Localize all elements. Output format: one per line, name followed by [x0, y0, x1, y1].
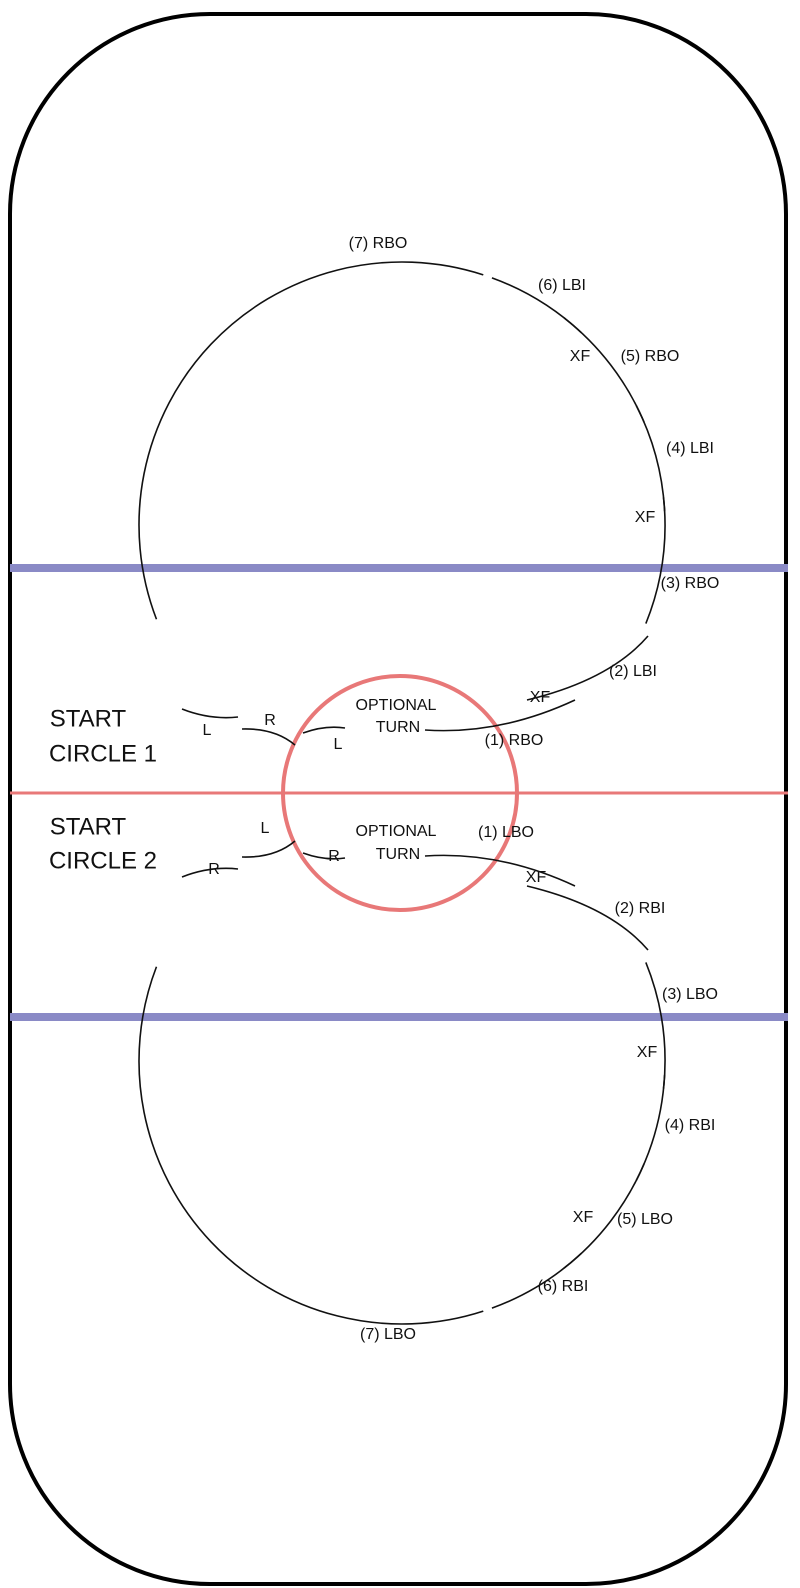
edge-label: XF	[570, 348, 591, 365]
edge-label: (5) LBO	[617, 1211, 673, 1228]
skating-edge	[138, 261, 484, 620]
center-circle	[281, 674, 519, 912]
start-label: CIRCLE 2	[49, 847, 157, 874]
edge-label: (6) RBI	[538, 1278, 589, 1295]
circle-1-edges	[138, 261, 666, 746]
skating-edge	[181, 867, 239, 878]
rink-boundary	[8, 12, 788, 1586]
skating-edge	[302, 852, 346, 860]
skating-edge	[241, 840, 296, 858]
circle-2-edges	[138, 840, 666, 1325]
skating-edge	[645, 962, 666, 1089]
edge-label: (6) LBI	[538, 277, 586, 294]
edge-label: XF	[635, 509, 656, 526]
skating-edge	[302, 726, 346, 734]
edge-label: (5) RBO	[621, 348, 680, 365]
skating-edge	[526, 635, 649, 701]
skating-edge	[645, 497, 666, 624]
skating-edge	[138, 966, 484, 1325]
start-label: START	[50, 705, 127, 732]
edge-label: R	[208, 861, 220, 878]
edge-label: (1) LBO	[478, 824, 534, 841]
edge-label: (4) RBI	[665, 1117, 716, 1134]
edge-label: (7) LBO	[360, 1326, 416, 1343]
edge-label: XF	[526, 869, 547, 886]
turn-label: OPTIONAL	[356, 823, 437, 840]
turn-label: TURN	[376, 719, 420, 736]
skating-edge	[424, 699, 576, 732]
skating-edge	[241, 728, 296, 746]
edge-label: R	[264, 712, 276, 729]
edge-label: (2) RBI	[615, 900, 666, 917]
turn-label: OPTIONAL	[356, 697, 437, 714]
start-label: CIRCLE 1	[49, 740, 157, 767]
turn-label: TURN	[376, 846, 420, 863]
edge-label: (1) RBO	[485, 732, 544, 749]
skating-edge	[635, 405, 666, 512]
edge-label: L	[261, 820, 270, 837]
skating-edge	[635, 1074, 666, 1181]
skating-edge	[526, 885, 649, 951]
edge-label: XF	[637, 1044, 658, 1061]
edge-label: XF	[530, 689, 551, 706]
edge-label: (2) LBI	[609, 663, 657, 680]
edge-label: (3) LBO	[662, 986, 718, 1003]
edge-label: (7) RBO	[349, 235, 408, 252]
skating-edge	[563, 317, 645, 423]
edge-label: R	[328, 848, 340, 865]
edge-label: (4) LBI	[666, 440, 714, 457]
edge-label: XF	[573, 1209, 594, 1226]
start-label: START	[50, 813, 127, 840]
skating-edge	[424, 854, 576, 887]
skating-edge	[181, 708, 239, 719]
edge-label: (3) RBO	[661, 575, 720, 592]
edge-label: L	[203, 722, 212, 739]
edge-label: L	[334, 736, 343, 753]
